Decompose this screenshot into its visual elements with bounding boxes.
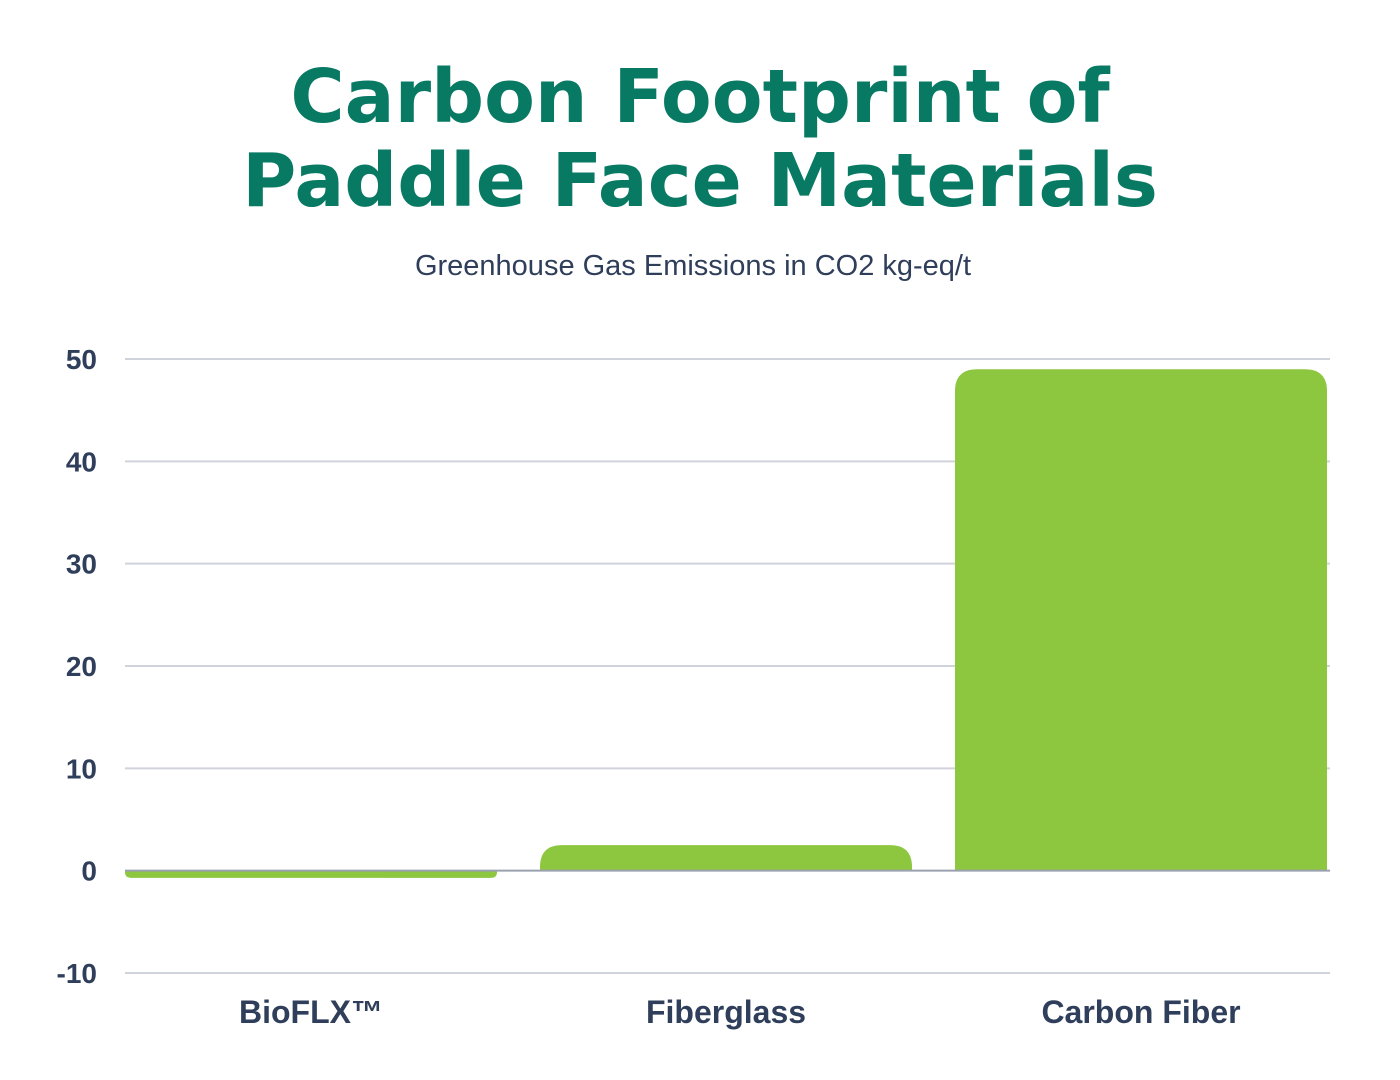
chart-title-line-2: Paddle Face Materials: [242, 138, 1158, 224]
y-tick-label: 20: [66, 651, 97, 682]
y-tick-label: 0: [81, 856, 97, 887]
bar: [540, 845, 912, 871]
x-category-label: BioFLX™: [239, 994, 383, 1030]
x-category-label: Carbon Fiber: [1041, 994, 1240, 1030]
y-tick-label: 10: [66, 753, 97, 784]
y-tick-label: -10: [57, 958, 97, 989]
chart-subtitle: Greenhouse Gas Emissions in CO2 kg-eq/t: [414, 250, 972, 282]
x-axis-categories: BioFLX™ Fiberglass Carbon Fiber: [239, 994, 1241, 1030]
chart-title: Carbon Footprint of Paddle Face Material…: [0, 55, 1400, 223]
chart-title-line-1: Carbon Footprint of: [290, 54, 1110, 140]
y-axis-ticks: 50 40 30 20 10 0 -10: [57, 344, 97, 989]
x-category-label: Fiberglass: [646, 994, 806, 1030]
bar: [125, 870, 497, 878]
y-tick-label: 50: [66, 344, 97, 375]
y-tick-label: 30: [66, 549, 97, 580]
bar: [955, 369, 1327, 871]
bars: [125, 369, 1327, 878]
y-tick-label: 40: [66, 446, 97, 477]
